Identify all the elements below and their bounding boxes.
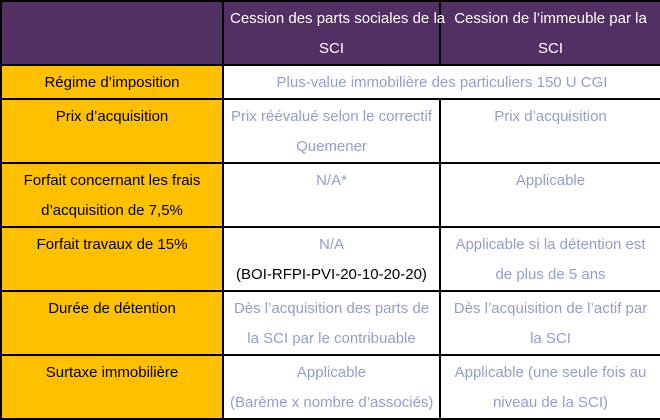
cell-text-line: niveau de la SCI) (492, 394, 609, 411)
cell-text-line: N/A* (316, 172, 347, 189)
cell-text-line: Applicable si la détention est (455, 236, 646, 253)
row-label-prix: Prix d’acquisition (0, 98, 224, 164)
row-label-regime: Régime d’imposition (0, 64, 224, 100)
cell-text-line: Forfait concernant les frais (23, 172, 201, 189)
cell-text-line: SCI (537, 40, 563, 57)
row-label-frais: Forfait concernant les frais d’acquisitio… (0, 162, 224, 228)
cell-text-line: N/A (318, 236, 344, 253)
header-row: Cession des parts sociales de la SCI Cessi… (0, 0, 660, 66)
value-cell: Prix d’acquisition (439, 98, 660, 164)
value-cell: Prix réévalué selon le correctif Quemener (222, 98, 441, 164)
cell-text-line: de plus de 5 ans (495, 266, 606, 283)
value-cell: Applicable (Barème x nombre d’associés) (222, 354, 441, 420)
row-label-duree: Durée de détention (0, 290, 224, 356)
cell-text-line: Durée de détention (48, 300, 176, 317)
table-row-travaux: Forfait travaux de 15% N/A (BOI-RFPI-PVI-2… (0, 226, 660, 292)
column-header: Cession des parts sociales de la SCI (222, 0, 446, 66)
corner-cell (0, 0, 224, 66)
value-cell: Applicable si la détention est de plus de… (439, 226, 660, 292)
row-label-surtaxe: Surtaxe immobilière (0, 354, 224, 420)
cell-text-line: (Barème x nombre d’associés) (230, 394, 434, 411)
value-cell: Applicable (une seule fois au niveau de l… (439, 354, 660, 420)
cell-text-line: (BOI-RFPI-PVI-20-10-20-20) (236, 266, 427, 283)
cell-text-line: Dès l’acquisition des parts de (233, 300, 430, 317)
cell-text-line: la SCI (530, 330, 571, 347)
cell-text-line: Plus-value immobilière des particuliers … (276, 74, 608, 91)
value-cell: Plus-value immobilière des particuliers … (222, 64, 660, 100)
value-cell: Applicable (439, 162, 660, 228)
cell-text-line: Prix d’acquisition (494, 108, 607, 125)
table-header: Cession des parts sociales de la SCI Cessi… (0, 0, 660, 66)
row-label-travaux: Forfait travaux de 15% (0, 226, 224, 292)
cell-text-line: Applicable (515, 172, 586, 189)
table-row-regime: Régime d’imposition Plus-value immobilièr… (0, 64, 660, 100)
cell-text-line: Quemener (296, 138, 367, 155)
table-row-duree: Durée de détention Dès l’acquisition des … (0, 290, 660, 356)
cell-text-line: Cession des parts sociales de la (230, 10, 446, 27)
value-cell: N/A* (222, 162, 441, 228)
cell-text-line: d’acquisition de 7,5% (41, 202, 183, 219)
table-body: Régime d’imposition Plus-value immobilièr… (0, 64, 660, 420)
cell-text-line: Applicable (296, 364, 367, 381)
cell-text-line: la SCI par le contribuable (247, 330, 416, 347)
cell-text-line: SCI (318, 40, 344, 57)
cell-text-line: Surtaxe immobilière (45, 364, 179, 381)
cell-text-line: Dès l’acquisition de l’actif par (453, 300, 648, 317)
cell-text-line: Prix réévalué selon le correctif (231, 108, 432, 125)
column-header: Cession de l’immeuble par la SCI (439, 0, 660, 66)
cell-text-line: Prix d’acquisition (55, 108, 169, 125)
table-row-frais: Forfait concernant les frais d’acquisitio… (0, 162, 660, 228)
cell-text-line: Cession de l’immeuble par la (454, 10, 647, 27)
value-cell: N/A (BOI-RFPI-PVI-20-10-20-20) (222, 226, 441, 292)
table-row-surtaxe: Surtaxe immobilière Applicable (Barème x n… (0, 354, 660, 420)
table-row-prix: Prix d’acquisition Prix réévalué selon le… (0, 98, 660, 164)
value-cell: Dès l’acquisition de l’actif par la SCI (439, 290, 660, 356)
cell-text-line: Régime d’imposition (44, 74, 180, 91)
cell-text-line: Forfait travaux de 15% (36, 236, 188, 253)
cell-text-line: Applicable (une seule fois au (454, 364, 647, 381)
value-cell: Dès l’acquisition des parts de la SCI par… (222, 290, 441, 356)
